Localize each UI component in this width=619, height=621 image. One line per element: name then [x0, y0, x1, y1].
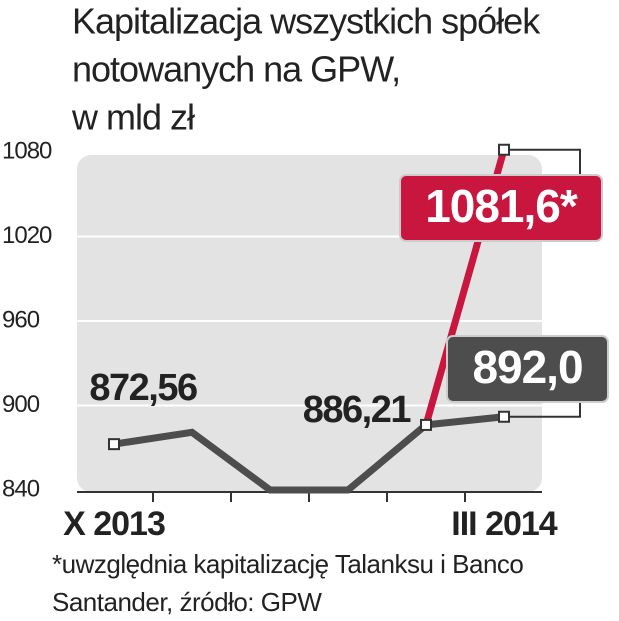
y-tick-label: 960 [2, 306, 40, 333]
footnote: *uwzględnia kapitalizację Talanksu i Ban… [52, 549, 523, 579]
x-tick-label: III 2014 [451, 505, 558, 543]
series-line [113, 413, 505, 494]
chart-title: w mld zł [71, 97, 195, 138]
point-marker [108, 438, 120, 451]
y-tick-label: 1080 [2, 137, 52, 164]
point-marker [498, 410, 510, 423]
footnote: Santander, źródło: GPW [52, 587, 322, 617]
value-label: 1081,6* [425, 180, 578, 232]
y-tick-label: 840 [2, 475, 40, 502]
chart-title: notowanych na GPW, [72, 49, 400, 90]
value-label: 886,21 [303, 389, 412, 431]
y-tick-label: 900 [2, 391, 40, 418]
label-box [399, 174, 603, 242]
label-box [446, 335, 609, 403]
value-label: 872,56 [89, 367, 197, 409]
x-tick-label: X 2013 [63, 505, 165, 543]
point-marker [420, 418, 432, 431]
point-marker [498, 143, 510, 156]
chart-title: Kapitalizacja wszystkich spółek [72, 1, 541, 42]
y-tick-label: 1020 [2, 222, 52, 249]
value-label: 892,0 [472, 341, 582, 393]
